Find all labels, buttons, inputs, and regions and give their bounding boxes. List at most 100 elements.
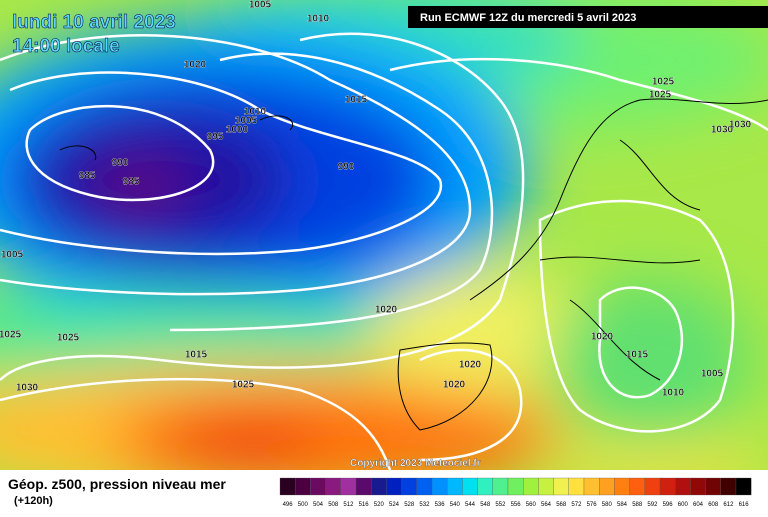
colorbar-label: 528 xyxy=(404,502,415,508)
isobar-label: 1015 xyxy=(345,95,368,106)
isobar-label: 1025 xyxy=(232,380,255,391)
run-box xyxy=(408,6,768,28)
colorbar-swatch xyxy=(310,477,326,496)
copyright: Copyright 2023 Meteociel.fr xyxy=(350,458,481,469)
colorbar-swatch xyxy=(340,477,357,496)
colorbar-label: 604 xyxy=(693,502,704,508)
colorbar-swatch xyxy=(568,477,585,496)
colorbar-swatch xyxy=(477,477,493,496)
colorbar-swatch xyxy=(325,477,341,496)
colorbar-swatch xyxy=(523,477,539,496)
colorbar-label: 588 xyxy=(632,502,643,508)
colorbar: 496 500 504 508 512 516 520 524 528 532 536 540 544 5… xyxy=(279,477,752,508)
isobar-label: 1020 xyxy=(184,60,207,71)
isobar-label: 1015 xyxy=(626,350,649,361)
colorbar-label: 500 xyxy=(298,502,309,508)
isobar-label: 1020 xyxy=(375,305,398,316)
colorbar-label: 532 xyxy=(419,502,430,508)
colorbar-label: 512 xyxy=(343,502,354,508)
colorbar-swatch xyxy=(629,477,645,496)
colorbar-label: 612 xyxy=(723,502,734,508)
colorbar-swatch xyxy=(371,477,387,496)
isobar-label: 1030 xyxy=(16,383,39,394)
colorbar-label: 580 xyxy=(602,502,613,508)
colorbar-swatch xyxy=(386,477,402,496)
colorbar-swatch xyxy=(675,477,691,496)
isobar-label: 1005 xyxy=(235,116,258,127)
colorbar-swatch xyxy=(614,477,630,496)
isobar-label: 995 xyxy=(207,132,224,143)
colorbar-swatch xyxy=(279,477,296,496)
isobar-label: 1015 xyxy=(185,350,208,361)
date: lundi 10 avril 2023 xyxy=(12,12,176,33)
isobar-label: 1020 xyxy=(591,332,614,343)
colorbar-label: 504 xyxy=(313,502,324,508)
colorbar-label: 600 xyxy=(678,502,689,508)
isobar-label: 1010 xyxy=(307,14,330,25)
colorbar-label: 536 xyxy=(435,502,446,508)
isobar-label: 1025 xyxy=(57,333,80,344)
colorbar-label: 616 xyxy=(739,502,750,508)
colorbar-label: 568 xyxy=(556,502,567,508)
colorbar-swatch xyxy=(507,477,524,496)
colorbar-label: 608 xyxy=(708,502,719,508)
isobar-label: 1005 xyxy=(249,0,272,11)
colorbar-swatch xyxy=(447,477,463,496)
colorbar-swatch xyxy=(538,477,554,496)
isobar-label: 1025 xyxy=(649,90,672,101)
colorbar-label: 524 xyxy=(389,502,400,508)
isobar-label: 1025 xyxy=(652,77,675,88)
isobar-label: 1030 xyxy=(729,120,752,131)
isobar-label: 1030 xyxy=(711,125,734,136)
colorbar-label: 564 xyxy=(541,502,552,508)
colorbar-label: 508 xyxy=(328,502,339,508)
colorbar-swatch xyxy=(492,477,509,496)
colorbar-label: 572 xyxy=(571,502,582,508)
colorbar-swatch xyxy=(599,477,615,496)
colorbar-label: 516 xyxy=(359,502,370,508)
colorbar-label: 520 xyxy=(374,502,385,508)
colorbar-swatch xyxy=(416,477,433,496)
isobar-label: 1000 xyxy=(226,125,249,136)
isobar-label: 1020 xyxy=(443,380,466,391)
colorbar-label: 556 xyxy=(511,502,522,508)
isobar-label: 990 xyxy=(338,162,355,173)
colorbar-swatch xyxy=(355,477,372,496)
colorbar-swatch xyxy=(295,477,311,496)
colorbar-label: 576 xyxy=(587,502,598,508)
isobar-label: 990 xyxy=(112,158,129,169)
colorbar-swatch xyxy=(644,477,661,496)
colorbar-swatch xyxy=(720,477,737,496)
colorbar-swatch xyxy=(462,477,478,496)
isobar-labels: 1005101010201015101010051000995990985985… xyxy=(0,0,752,399)
colorbar-label: 540 xyxy=(450,502,461,508)
colorbar-swatch xyxy=(431,477,448,496)
colorbar-swatch xyxy=(583,477,600,496)
isobar-label: 1005 xyxy=(1,250,24,261)
colorbar-label: 548 xyxy=(480,502,491,508)
field: 1005101010201015101010051000995990985985… xyxy=(0,0,768,470)
colorbar-swatch xyxy=(735,477,752,496)
isobar-label: 1025 xyxy=(0,330,22,341)
colorbar-label: 560 xyxy=(526,502,537,508)
run-info: Run ECMWF 12Z du mercredi 5 avril 2023 xyxy=(420,12,636,24)
colorbar-label: 544 xyxy=(465,502,476,508)
colorbar-label: 584 xyxy=(617,502,628,508)
colorbar-swatch xyxy=(705,477,721,496)
isobar-label: 985 xyxy=(123,177,140,188)
colorbar-label: 496 xyxy=(283,502,294,508)
colorbar-swatch xyxy=(401,477,417,496)
colorbar-label: 596 xyxy=(663,502,674,508)
colorbar-swatch xyxy=(659,477,676,496)
local-time: 14:00 locale xyxy=(12,36,120,57)
isobar-label: 1010 xyxy=(244,107,267,118)
isobar-label: 1005 xyxy=(701,369,724,380)
isobar-label: 1020 xyxy=(459,360,482,371)
colorbar-swatch xyxy=(690,477,706,496)
colorbar-label: 592 xyxy=(647,502,658,508)
isobar-label: 985 xyxy=(79,171,96,182)
footer-title: Géop. z500, pression niveau mer xyxy=(8,476,226,492)
colorbar-label: 552 xyxy=(495,502,506,508)
